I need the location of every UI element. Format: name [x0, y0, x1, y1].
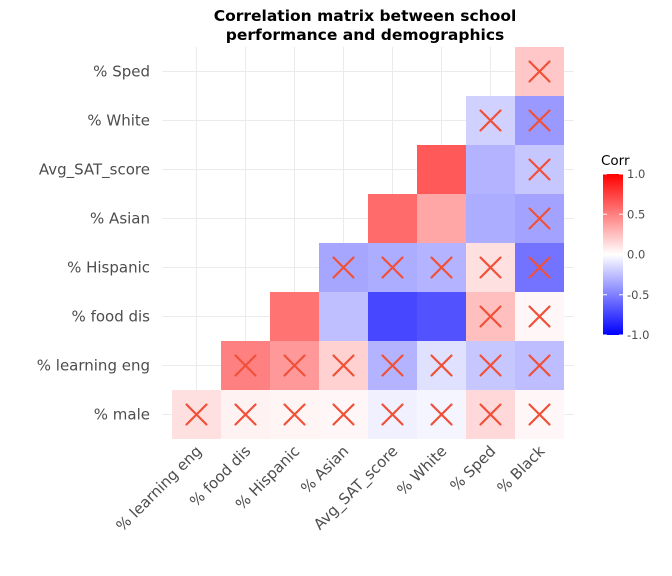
- x-mark-stroke: [528, 60, 551, 83]
- insignificant-x-mark: [479, 403, 502, 426]
- heatmap-cell-white-food-dis: [417, 292, 466, 341]
- x-mark-stroke: [234, 403, 257, 426]
- insignificant-x-mark: [283, 403, 306, 426]
- heatmap-cells: [172, 47, 564, 439]
- y-axis-labels: % male % learning eng % food dis % Hispanic…: [37, 63, 150, 424]
- x-mark-stroke: [430, 354, 453, 377]
- x-mark-stroke: [430, 256, 453, 279]
- x-mark-stroke: [381, 403, 404, 426]
- x-mark-stroke: [332, 403, 355, 426]
- x-mark-stroke: [528, 354, 551, 377]
- y-tick-label-sped: % Sped: [93, 63, 150, 81]
- x-tick-label-learning-eng: % learning eng: [113, 442, 206, 535]
- insignificant-x-mark: [528, 403, 551, 426]
- legend-tick-label: 1.0: [627, 167, 645, 181]
- insignificant-x-mark: [528, 305, 551, 328]
- x-mark-stroke: [528, 305, 551, 328]
- x-mark-stroke: [528, 109, 551, 132]
- heatmap-cell-avg-sat-score-food-dis: [368, 292, 417, 341]
- x-mark-stroke: [381, 354, 404, 377]
- chart-title-line-1: Correlation matrix between school: [214, 7, 517, 25]
- insignificant-x-mark: [185, 403, 208, 426]
- insignificant-x-mark: [528, 60, 551, 83]
- x-mark-stroke: [479, 256, 502, 279]
- x-axis-labels: % learning eng% food dis% Hispanic% Asia…: [113, 442, 549, 535]
- insignificance-marks: [185, 60, 551, 426]
- insignificant-x-mark: [479, 109, 502, 132]
- insignificant-x-mark: [528, 354, 551, 377]
- insignificant-x-mark: [528, 207, 551, 230]
- heatmap-cell-avg-sat-score-asian: [368, 194, 417, 243]
- insignificant-x-mark: [479, 354, 502, 377]
- insignificant-x-mark: [381, 256, 404, 279]
- legend-ticks: 1.0 0.5 0.0 -0.5 -1.0: [603, 167, 649, 342]
- heatmap-cell-sped-avg-sat-score: [466, 145, 515, 194]
- heatmap-cell-white-avg-sat-score: [417, 145, 466, 194]
- y-tick-label-food-dis: % food dis: [72, 308, 151, 326]
- legend-tick-label: 0.0: [627, 248, 645, 262]
- insignificant-x-mark: [528, 109, 551, 132]
- insignificant-x-mark: [528, 158, 551, 181]
- x-mark-stroke: [528, 207, 551, 230]
- insignificant-x-mark: [528, 256, 551, 279]
- x-mark-stroke: [283, 403, 306, 426]
- insignificant-x-mark: [234, 403, 257, 426]
- heatmap-cell-white-asian: [417, 194, 466, 243]
- x-tick-label-white: % White: [393, 442, 450, 499]
- heatmap-cell-hispanic-food-dis: [270, 292, 319, 341]
- x-tick-label-avg-sat-score: Avg_SAT_score: [310, 442, 402, 534]
- legend-tick-label: -1.0: [627, 328, 649, 342]
- legend-colorbar: [603, 174, 623, 335]
- x-mark-stroke: [185, 403, 208, 426]
- y-tick-label-asian: % Asian: [90, 210, 150, 228]
- y-tick-label-hispanic: % Hispanic: [67, 259, 150, 277]
- insignificant-x-mark: [234, 354, 257, 377]
- x-mark-stroke: [528, 256, 551, 279]
- x-mark-stroke: [430, 403, 453, 426]
- insignificant-x-mark: [283, 354, 306, 377]
- x-mark-stroke: [283, 354, 306, 377]
- x-tick-label-sped: % Sped: [446, 442, 499, 495]
- insignificant-x-mark: [332, 403, 355, 426]
- insignificant-x-mark: [479, 256, 502, 279]
- x-mark-stroke: [332, 256, 355, 279]
- y-tick-label-white: % White: [87, 112, 150, 130]
- x-tick-label-black: % Black: [493, 442, 548, 497]
- heatmap-cell-sped-asian: [466, 194, 515, 243]
- x-mark-stroke: [479, 305, 502, 328]
- legend-tick-label: -0.5: [627, 288, 649, 302]
- x-mark-stroke: [479, 403, 502, 426]
- y-tick-label-male: % male: [94, 406, 150, 424]
- insignificant-x-mark: [381, 354, 404, 377]
- x-mark-stroke: [528, 403, 551, 426]
- legend-tick-label: 0.5: [627, 207, 645, 221]
- chart-title-line-2: performance and demographics: [226, 26, 504, 44]
- legend-title: Corr: [601, 153, 630, 169]
- color-legend: Corr 1.0 0.5 0.0 -0.5 -1.0: [601, 153, 649, 342]
- x-mark-stroke: [528, 158, 551, 181]
- insignificant-x-mark: [332, 256, 355, 279]
- x-mark-stroke: [332, 354, 355, 377]
- insignificant-x-mark: [479, 305, 502, 328]
- insignificant-x-mark: [430, 256, 453, 279]
- insignificant-x-mark: [332, 354, 355, 377]
- x-mark-stroke: [479, 354, 502, 377]
- insignificant-x-mark: [381, 403, 404, 426]
- x-mark-stroke: [479, 109, 502, 132]
- x-mark-stroke: [234, 354, 257, 377]
- x-mark-stroke: [381, 256, 404, 279]
- y-tick-label-avg-sat-score: Avg_SAT_score: [39, 161, 150, 180]
- y-tick-label-learning-eng: % learning eng: [37, 357, 150, 375]
- insignificant-x-mark: [430, 354, 453, 377]
- insignificant-x-mark: [430, 403, 453, 426]
- heatmap-cell-asian-food-dis: [319, 292, 368, 341]
